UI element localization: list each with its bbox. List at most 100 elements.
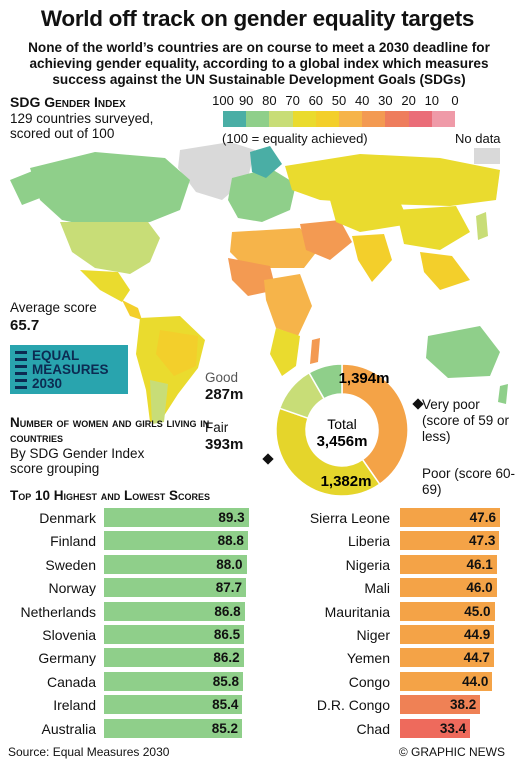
scale-label: 40 <box>354 93 370 108</box>
lowest-value-label: 46.0 <box>466 580 493 596</box>
lowest-bar <box>400 554 497 574</box>
highest-country-label: Australia <box>41 720 96 737</box>
highest-country-label: Sweden <box>45 556 96 573</box>
source-note: Source: Equal Measures 2030 <box>8 745 170 759</box>
scale-label: 10 <box>424 93 440 108</box>
map-europe <box>228 168 296 222</box>
scale-label: 60 <box>308 93 324 108</box>
lowest-bar <box>400 695 481 715</box>
highest-country-label: Germany <box>38 650 96 667</box>
map-central-america <box>122 300 142 320</box>
donut-very-poor-value: 1,394m <box>339 370 390 387</box>
highest-value-label: 85.4 <box>212 697 239 713</box>
average-value: 65.7 <box>10 317 40 334</box>
scale-labels: 100 90 80 70 60 50 40 30 20 10 0 <box>212 93 508 109</box>
lowest-bar <box>400 508 500 527</box>
donut-slice-poor <box>275 407 381 497</box>
page-subtitle: None of the world’s countries are on cou… <box>28 40 490 87</box>
lowest-country-label: Mauritania <box>324 603 390 620</box>
map-central-africa <box>264 274 312 336</box>
scale-label: 90 <box>238 93 254 108</box>
map-australia <box>426 326 500 378</box>
lowest-bar <box>400 718 471 738</box>
scale-swatch <box>362 111 386 127</box>
lowest-bar <box>400 671 493 691</box>
page-title: World off track on gender equality targe… <box>40 6 475 31</box>
map-south-asia <box>352 234 392 282</box>
lowest-value-label: 44.9 <box>464 627 491 642</box>
highest-country-label: Ireland <box>53 697 96 714</box>
map-usa <box>60 222 160 274</box>
highest-country-label: Slovenia <box>42 627 96 643</box>
no-data-label: No data <box>455 131 501 146</box>
very-poor-label: Very poor (score of 59 or less) <box>422 397 510 444</box>
map-mexico <box>80 270 130 302</box>
map-brazil <box>156 330 198 376</box>
lowest-value-label: 47.6 <box>469 510 496 525</box>
lowest-bar <box>400 531 500 551</box>
map-canada <box>30 152 190 228</box>
scale-swatch <box>431 111 456 127</box>
map-north-africa <box>230 228 318 268</box>
highest-value-label: 85.2 <box>211 720 239 736</box>
no-data-swatch <box>474 148 500 164</box>
lowest-bar <box>400 648 494 668</box>
highest-value-label: 86.8 <box>214 603 241 619</box>
donut-total-label: Total <box>327 416 357 432</box>
highest-country-label: Finland <box>50 533 96 550</box>
good-value: 287m <box>205 386 244 403</box>
highest-bar <box>104 718 243 738</box>
map-scandinavia <box>250 146 282 178</box>
lowest-value-label: 33.4 <box>439 720 467 736</box>
donut-poor-value: 1,382m <box>321 473 372 490</box>
scale-label: 30 <box>378 93 393 108</box>
lowest-country-label: Nigeria <box>345 556 390 573</box>
lowest-value-label: 45.0 <box>464 603 491 619</box>
logo-line-1: EQUAL <box>32 348 80 363</box>
scale-bar <box>223 111 456 127</box>
scale-swatch <box>408 111 432 127</box>
map-chile-argentina <box>150 380 168 424</box>
lowest-bar <box>400 601 495 621</box>
highest-bar <box>104 625 245 644</box>
scale-note: (100 = equality achieved) <box>222 131 368 146</box>
scale-label: 100 <box>212 93 234 108</box>
scale-swatch <box>339 111 363 127</box>
fair-label: Fair <box>205 420 229 435</box>
lowest-country-label: Sierra Leone <box>309 510 390 526</box>
fair-marker <box>262 453 274 465</box>
world-map <box>10 142 508 424</box>
map-central-asia <box>330 200 410 232</box>
highest-value-label: 88.0 <box>216 556 243 572</box>
population-heading: Number of women and girls living in coun… <box>10 415 210 445</box>
scale-label: 70 <box>285 93 300 108</box>
donut-slice-good <box>308 363 343 400</box>
map-china <box>396 206 470 250</box>
scale-swatch <box>246 111 270 127</box>
highest-bar <box>104 508 249 527</box>
fair-value: 393m <box>205 436 244 453</box>
highest-value-label: 88.8 <box>217 533 244 549</box>
scale-label: 20 <box>401 93 416 108</box>
map-russia <box>285 154 500 206</box>
highest-bar <box>104 648 244 668</box>
top10-chart: Denmark 89.3 Finland 88.8 Sweden 88.0 Norway 87… <box>0 508 515 740</box>
logo-text: EQUAL MEASURES 2030 <box>32 349 109 391</box>
equal-measures-logo <box>10 345 128 394</box>
lowest-country-label: Congo <box>348 673 390 690</box>
logo-line-3: 2030 <box>32 376 63 391</box>
highest-country-label: Netherlands <box>20 603 97 620</box>
scale-label: 50 <box>331 93 347 108</box>
lowest-value-label: 44.0 <box>462 673 489 689</box>
scale-label: 80 <box>262 93 277 108</box>
map-madagascar <box>310 338 320 364</box>
index-heading: SDG Gender Index <box>10 94 126 110</box>
map-middle-east <box>300 220 352 260</box>
map-west-africa <box>228 258 276 296</box>
poor-label: Poor (score 60-69) <box>422 466 515 497</box>
logo-line-2: MEASURES <box>32 362 109 377</box>
highest-bar <box>104 671 243 691</box>
highest-value-label: 89.3 <box>218 510 245 525</box>
lowest-country-label: Mali <box>364 580 390 597</box>
